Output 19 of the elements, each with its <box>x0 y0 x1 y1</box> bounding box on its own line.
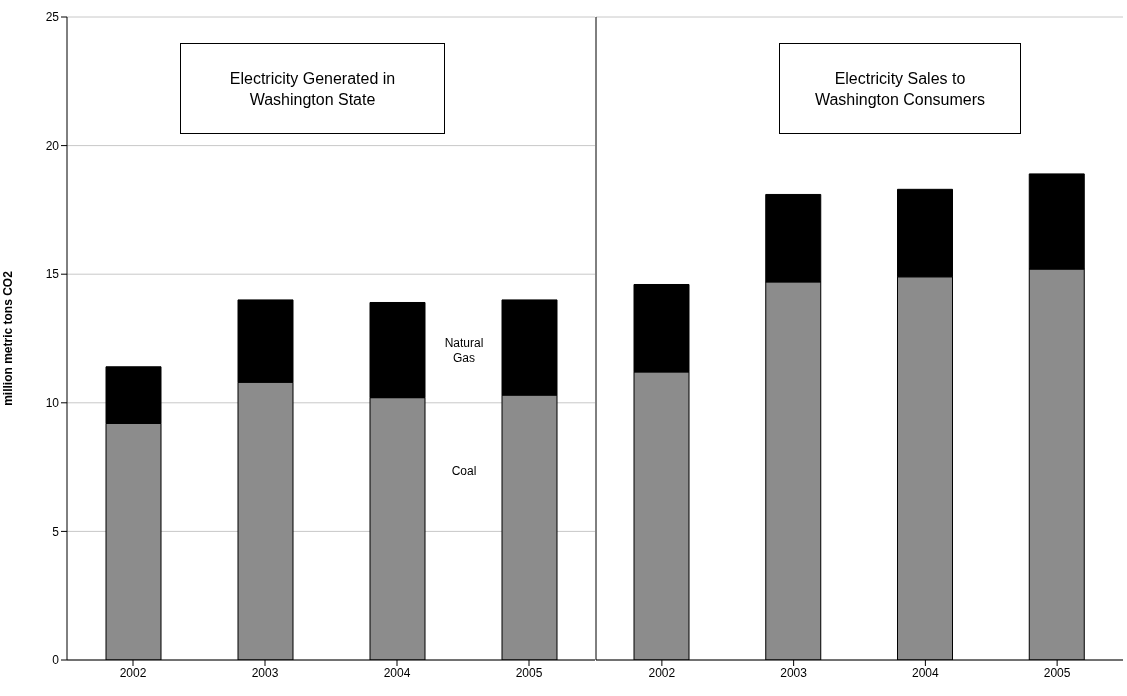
text: Coal <box>451 464 477 479</box>
y-tick-label: 0 <box>52 653 60 668</box>
y-tick-label: 15 <box>45 267 60 282</box>
x-tick-label: 2003 <box>251 665 279 680</box>
x-tick-label: 2002 <box>119 665 147 680</box>
annotation: Electricity Generated in Washington State <box>228 68 397 110</box>
series-label: Natural Gas <box>444 336 484 366</box>
annotation: Electricity Sales to Washington Consumers <box>813 68 987 110</box>
y-tick-label: 5 <box>52 524 60 539</box>
x-tick-label: 2002 <box>648 665 676 680</box>
y-tick-label: 10 <box>45 396 60 411</box>
x-tick-label: 2004 <box>912 665 940 680</box>
y-tick-label: 20 <box>45 138 60 153</box>
x-tick-label: 2005 <box>1043 665 1071 680</box>
x-tick-label: 2004 <box>383 665 411 680</box>
y-tick-label: 25 <box>45 10 60 25</box>
y-axis-title: million metric tons CO2 <box>1 270 16 406</box>
x-tick-label: 2003 <box>780 665 808 680</box>
x-tick-label: 2005 <box>515 665 543 680</box>
